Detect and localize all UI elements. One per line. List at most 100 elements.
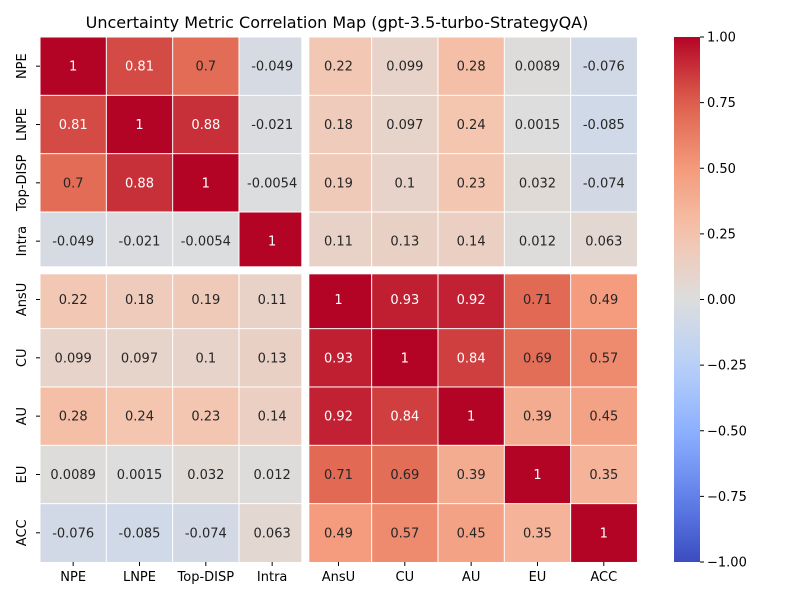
cell-value-label: 0.11 <box>324 235 353 250</box>
heatmap-cell <box>437 153 506 213</box>
group-separators <box>40 37 637 562</box>
cell-value-label: 0.097 <box>121 351 158 366</box>
colorbar-tick-label: 0.00 <box>707 293 736 308</box>
cell-value-label: 1 <box>202 176 210 191</box>
x-tick-label: AnsU <box>322 570 355 585</box>
colorbar-tick-label: −1.00 <box>707 556 747 571</box>
heatmap-cell <box>238 153 307 213</box>
cell-value-label: -0.021 <box>251 118 293 133</box>
cell-value-label: 0.57 <box>589 351 618 366</box>
cell-value-label: 0.22 <box>59 293 88 308</box>
cell-value-label: 1 <box>69 60 77 75</box>
cell-value-label: 0.23 <box>457 176 486 191</box>
y-tick-label: AnsU <box>15 283 30 316</box>
cell-value-label: 0.93 <box>390 293 419 308</box>
heatmap-cell <box>304 444 373 505</box>
heatmap-cell <box>39 503 108 563</box>
cell-value-label: -0.074 <box>185 526 227 541</box>
cell-value-label: 0.71 <box>523 293 552 308</box>
cell-value-label: 0.19 <box>324 176 353 191</box>
cell-value-label: 0.14 <box>258 410 287 425</box>
cell-value-label: 0.88 <box>191 118 220 133</box>
heatmap-cell <box>238 36 307 97</box>
heatmap-cell <box>371 269 439 330</box>
cell-value-label: 0.18 <box>125 293 154 308</box>
colorbar: 1.00 0.75 0.50 0.25 0.00 −0.25 −0.50 −0.75 −1.00 <box>674 31 747 571</box>
y-tick-label: CU <box>15 349 30 368</box>
cell-value-label: 0.39 <box>523 410 552 425</box>
heatmap-cell <box>39 153 108 213</box>
cell-value-label: 0.45 <box>589 410 618 425</box>
cell-value-label: 0.0089 <box>515 60 561 75</box>
heatmap-cell <box>238 269 307 330</box>
cell-value-label: 0.88 <box>125 176 154 191</box>
cell-value-label: 0.1 <box>394 176 415 191</box>
colorbar-tick-label: 1.00 <box>707 31 736 46</box>
heatmap-cell <box>304 153 373 213</box>
heatmap-cell <box>570 444 638 505</box>
cell-value-label: 1 <box>600 526 608 541</box>
heatmap-cell <box>371 36 439 97</box>
cell-value-label: 0.23 <box>191 410 220 425</box>
y-tick-label: LNPE <box>15 108 30 141</box>
cell-value-label: 0.099 <box>386 60 423 75</box>
x-tick-label: ACC <box>590 570 617 585</box>
cell-value-label: 0.71 <box>324 468 353 483</box>
heatmap-cell <box>105 211 174 272</box>
heatmap-cell <box>39 36 108 97</box>
colorbar-tick-label: −0.50 <box>707 424 747 439</box>
heatmap-cell <box>437 503 506 563</box>
cell-value-label: 0.063 <box>254 526 291 541</box>
cell-value-label: 0.1 <box>195 351 216 366</box>
cell-value-label: -0.076 <box>583 60 625 75</box>
cell-value-label: 0.57 <box>390 526 419 541</box>
cell-value-label: -0.076 <box>52 526 94 541</box>
heatmap-cell <box>105 36 174 97</box>
heatmap-cell <box>304 94 373 155</box>
heatmap-cell <box>570 503 638 563</box>
cell-value-label: 0.097 <box>386 118 423 133</box>
cell-value-label: 0.81 <box>125 60 154 75</box>
cell-value-label: 0.84 <box>390 410 419 425</box>
x-tick-label: AU <box>462 570 480 585</box>
heatmap-cell <box>105 328 174 388</box>
heatmap-cell <box>371 328 439 388</box>
heatmap-cells: 1 0.81 0.7 -0.049 0.22 0.099 0.28 0.0089 -0.076 0… <box>39 36 638 563</box>
heatmap-cell <box>238 211 307 272</box>
colorbar-tick-label: 0.25 <box>707 227 736 242</box>
cell-value-label: 0.012 <box>519 235 556 250</box>
heatmap-cell <box>570 94 638 155</box>
heatmap-cell <box>105 503 174 563</box>
cell-value-label: 0.19 <box>191 293 220 308</box>
heatmap-cell <box>172 153 240 213</box>
x-tick-label: Top-DISP <box>177 570 235 585</box>
cell-value-label: 0.84 <box>457 351 486 366</box>
heatmap-cell <box>172 94 240 155</box>
heatmap-cell <box>172 444 240 505</box>
cell-value-label: 0.92 <box>324 410 353 425</box>
cell-value-label: 0.18 <box>324 118 353 133</box>
cell-value-label: 0.012 <box>254 468 291 483</box>
x-tick-label: EU <box>529 570 547 585</box>
cell-value-label: 1 <box>135 118 143 133</box>
cell-value-label: 0.0089 <box>50 468 96 483</box>
cell-value-label: 0.099 <box>55 351 92 366</box>
colorbar-tick-label: −0.75 <box>707 490 747 505</box>
cell-value-label: 0.45 <box>457 526 486 541</box>
cell-value-label: 0.0015 <box>117 468 163 483</box>
heatmap-cell <box>371 503 439 563</box>
heatmap-cell <box>570 153 638 213</box>
cell-value-label: 1 <box>401 351 409 366</box>
cell-value-label: 0.14 <box>457 235 486 250</box>
chart-title: Uncertainty Metric Correlation Map (gpt-… <box>86 13 589 32</box>
cell-value-label: 0.11 <box>258 293 287 308</box>
cell-value-label: 1 <box>268 235 276 250</box>
heatmap-cell <box>570 269 638 330</box>
cell-value-label: 0.7 <box>63 176 84 191</box>
cell-value-label: 0.93 <box>324 351 353 366</box>
cell-value-label: 0.28 <box>59 410 88 425</box>
cell-value-label: 0.69 <box>390 468 419 483</box>
heatmap-cell <box>304 386 373 447</box>
cell-value-label: 0.13 <box>390 235 419 250</box>
y-tick-label: NPE <box>15 53 30 79</box>
